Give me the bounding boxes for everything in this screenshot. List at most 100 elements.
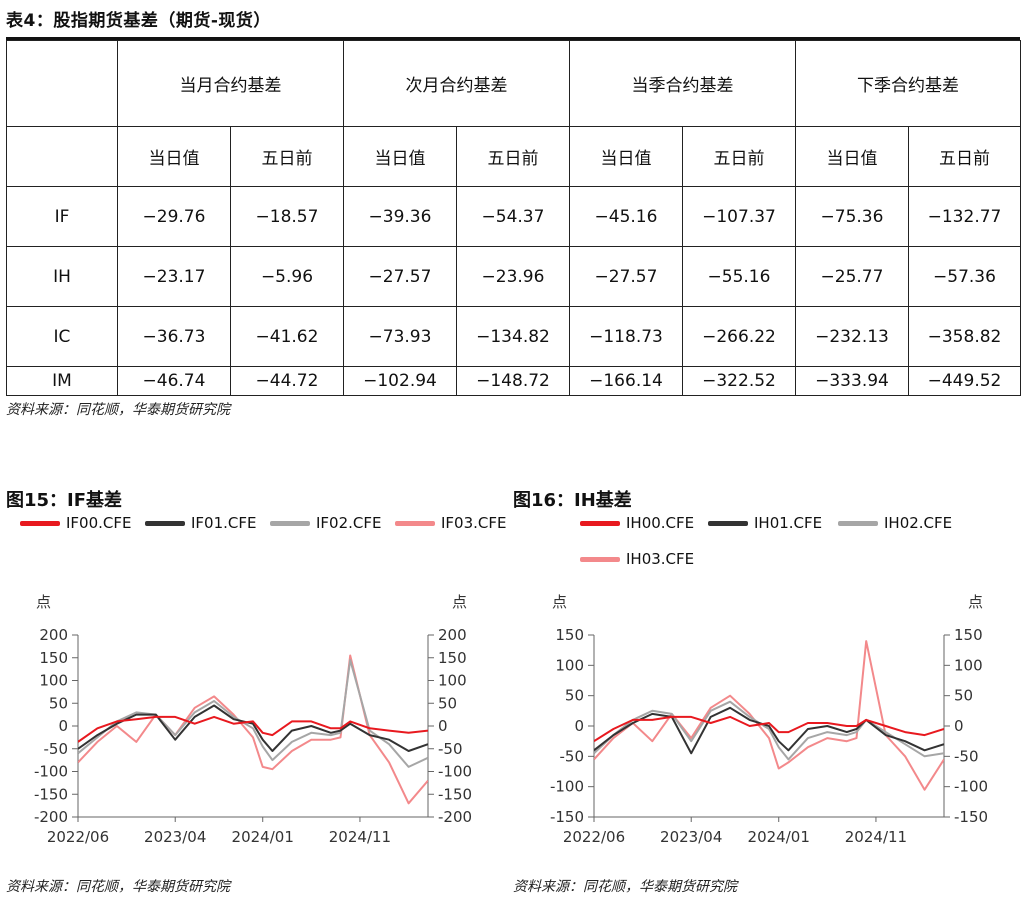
group-header-row: 当月合约基差 次月合约基差 当季合约基差 下季合约基差 <box>6 40 1021 127</box>
corner-cell-2 <box>6 126 118 187</box>
y-tick-label-left: 0 <box>574 717 584 735</box>
y-tick-label-left: -200 <box>34 808 68 826</box>
chart-source-note-ih: 资料来源：同花顺，华泰期货研究院 <box>513 879 737 895</box>
table-cell: −29.76 <box>117 186 231 247</box>
corner-cell <box>6 40 118 127</box>
sub-header: 当日值 <box>569 126 683 187</box>
y-tick-label-right: 100 <box>438 672 467 690</box>
legend-item: IH02.CFE <box>838 514 952 532</box>
chart-source-note-if: 资料来源：同花顺，华泰期货研究院 <box>6 879 230 895</box>
chart-legend-ih: IH00.CFE IH01.CFE IH02.CFE IH03.CFE <box>580 514 1020 574</box>
table-cell: −46.74 <box>117 366 231 396</box>
x-tick-label: 2022/06 <box>563 828 625 846</box>
table-cell: −148.72 <box>456 366 570 396</box>
y-tick-label-right: 100 <box>954 656 983 674</box>
x-tick-label: 2024/01 <box>748 828 810 846</box>
table-cell: −27.57 <box>343 246 457 307</box>
table-top-rule <box>6 37 1020 40</box>
table-cell: −55.16 <box>682 246 796 307</box>
y-tick-label-right: -100 <box>954 778 988 796</box>
y-tick-label-right: 0 <box>954 717 964 735</box>
y-tick-label-left: 50 <box>565 687 584 705</box>
y-tick-label-left: 50 <box>49 694 68 712</box>
y-tick-label-right: 50 <box>954 687 973 705</box>
sub-header: 当日值 <box>795 126 909 187</box>
y-tick-label-left: 100 <box>555 656 584 674</box>
table-cell: −358.82 <box>908 306 1021 367</box>
legend-label: IH03.CFE <box>626 550 695 568</box>
table-cell: −23.96 <box>456 246 570 307</box>
y-tick-label-left: 150 <box>39 649 68 667</box>
x-tick-label: 2024/01 <box>232 828 294 846</box>
y-tick-label-right: -150 <box>438 785 472 803</box>
legend-swatch <box>395 521 435 526</box>
y-tick-label-right: -150 <box>954 808 988 826</box>
table-cell: −232.13 <box>795 306 909 367</box>
table-cell: −57.36 <box>908 246 1021 307</box>
table-cell: −44.72 <box>230 366 344 396</box>
y-tick-label-left: 100 <box>39 672 68 690</box>
group-header-0: 当月合约基差 <box>117 40 344 127</box>
legend-label: IH00.CFE <box>626 514 695 532</box>
legend-swatch <box>145 521 185 526</box>
legend-label: IF03.CFE <box>441 514 507 532</box>
y-tick-label-right: -50 <box>438 740 463 758</box>
table-row: IM −46.74 −44.72 −102.94 −148.72 −166.14… <box>6 366 1021 396</box>
table-cell: −102.94 <box>343 366 457 396</box>
legend-item: IF01.CFE <box>145 514 257 532</box>
series-line-if01-cfe <box>78 704 428 752</box>
sub-header-row: 当日值 五日前 当日值 五日前 当日值 五日前 当日值 五日前 <box>6 126 1021 187</box>
y-tick-label-left: 150 <box>555 626 584 644</box>
y-unit-left: 点 <box>552 593 567 611</box>
y-tick-label-left: -50 <box>44 740 69 758</box>
table-cell: −41.62 <box>230 306 344 367</box>
row-label: IM <box>6 366 118 396</box>
x-tick-label: 2024/11 <box>845 828 907 846</box>
table-cell: −25.77 <box>795 246 909 307</box>
table-cell: −333.94 <box>795 366 909 396</box>
table-cell: −54.37 <box>456 186 570 247</box>
basis-table: 当月合约基差 次月合约基差 当季合约基差 下季合约基差 当日值 五日前 当日值 … <box>6 40 1021 396</box>
legend-swatch <box>270 521 310 526</box>
legend-label: IF01.CFE <box>191 514 257 532</box>
legend-item: IH00.CFE <box>580 514 694 532</box>
row-label: IH <box>6 246 118 307</box>
chart-legend-if: IF00.CFE IF01.CFE IF02.CFE IF03.CFE <box>20 514 507 538</box>
y-tick-label-right: 200 <box>438 626 467 644</box>
series-line-ih00-cfe <box>594 715 944 743</box>
chart-title-if: 图15：IF基差 <box>6 490 123 511</box>
table-cell: −266.22 <box>682 306 796 367</box>
legend-swatch <box>580 557 620 562</box>
table-cell: −132.77 <box>908 186 1021 247</box>
table-cell: −166.14 <box>569 366 683 396</box>
legend-label: IF02.CFE <box>316 514 382 532</box>
x-tick-label: 2023/04 <box>660 828 722 846</box>
table-cell: −36.73 <box>117 306 231 367</box>
y-tick-label-left: 200 <box>39 626 68 644</box>
legend-swatch <box>580 521 620 526</box>
series-line-ih03-cfe <box>594 640 944 791</box>
table-cell: −134.82 <box>456 306 570 367</box>
legend-item: IF00.CFE <box>20 514 132 532</box>
group-header-2: 当季合约基差 <box>569 40 796 127</box>
table-cell: −5.96 <box>230 246 344 307</box>
chart-title-ih: 图16：IH基差 <box>513 490 632 511</box>
legend-label: IH01.CFE <box>754 514 823 532</box>
table-cell: −322.52 <box>682 366 796 396</box>
y-tick-label-left: -100 <box>550 778 584 796</box>
table-cell: −27.57 <box>569 246 683 307</box>
y-unit-right: 点 <box>968 593 983 611</box>
x-tick-label: 2022/06 <box>47 828 109 846</box>
series-line-if02-cfe <box>78 659 428 768</box>
basis-table-wrapper: 当月合约基差 次月合约基差 当季合约基差 下季合约基差 当日值 五日前 当日值 … <box>6 37 1021 396</box>
y-tick-label-right: 150 <box>438 649 467 667</box>
sub-header: 五日前 <box>908 126 1021 187</box>
x-tick-label: 2023/04 <box>144 828 206 846</box>
legend-label: IF00.CFE <box>66 514 132 532</box>
table-cell: −45.16 <box>569 186 683 247</box>
y-tick-label-right: 150 <box>954 626 983 644</box>
ih-basis-chart: 点 点 -150 -150 -100 -100 -50 -50 0 0 50 50 100 100 150 1… <box>550 593 988 846</box>
table-cell: −107.37 <box>682 186 796 247</box>
legend-label: IH02.CFE <box>884 514 953 532</box>
y-unit-left: 点 <box>36 593 51 611</box>
